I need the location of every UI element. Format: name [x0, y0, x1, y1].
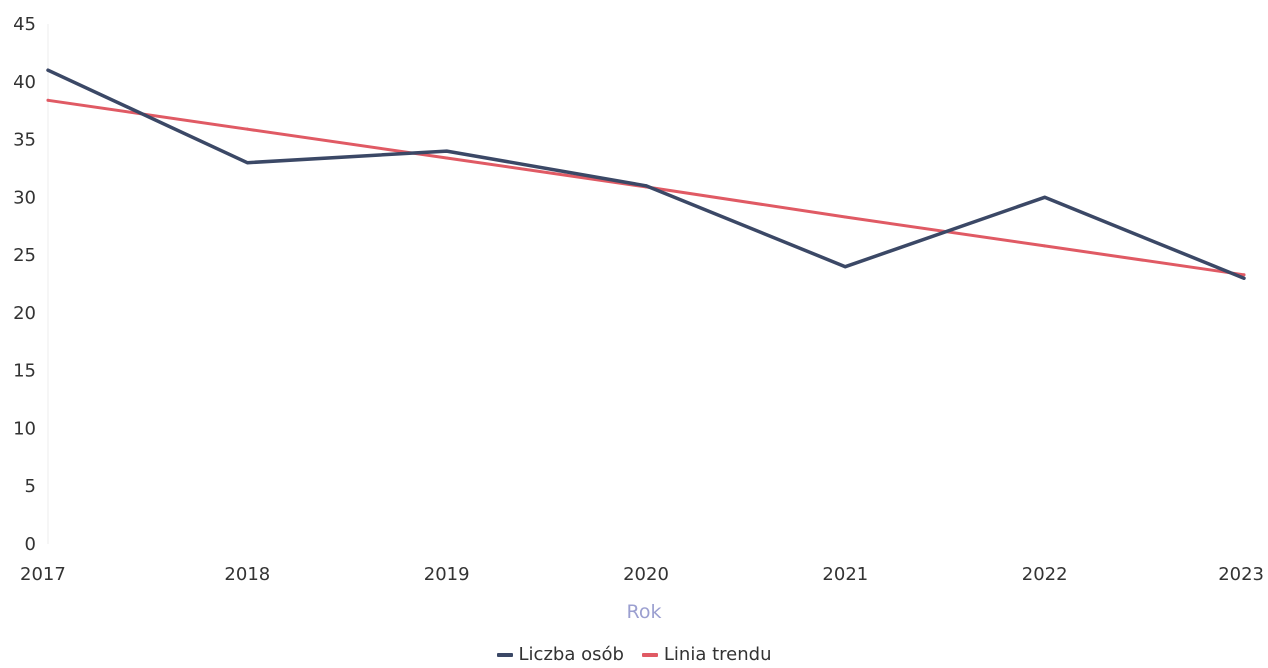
y-tick-label: 5: [25, 476, 36, 497]
data-point-linia-trendu: [245, 127, 249, 131]
legend-item[interactable]: Linia trendu: [641, 644, 772, 665]
x-tick-label: 2019: [424, 564, 470, 585]
series-layer: [46, 68, 1246, 280]
legend-label: Linia trendu: [663, 644, 772, 665]
y-tick-label: 15: [13, 361, 36, 382]
x-tick-label: 2021: [822, 564, 868, 585]
x-axis-title: Rok: [627, 601, 662, 623]
legend-item[interactable]: Liczba osób: [496, 644, 624, 665]
data-point-liczba-osob: [1242, 276, 1246, 280]
x-tick-label: 2023: [1218, 564, 1264, 585]
data-point-linia-trendu: [445, 156, 449, 160]
y-axis: 0 5 10 15 20 25 30 35 40 45: [13, 14, 49, 555]
legend-swatch-icon: [641, 652, 658, 657]
y-tick-label: 10: [13, 418, 36, 439]
data-point-liczba-osob: [46, 68, 50, 72]
x-tick-label: 2022: [1022, 564, 1068, 585]
data-point-liczba-osob: [843, 265, 847, 269]
y-tick-label: 30: [13, 187, 36, 208]
data-point-liczba-osob: [445, 149, 449, 153]
y-tick-label: 0: [25, 534, 36, 555]
data-point-linia-trendu: [1242, 273, 1246, 277]
y-tick-label: 25: [13, 245, 36, 266]
x-tick-label: 2020: [623, 564, 669, 585]
data-point-linia-trendu: [1043, 244, 1047, 248]
data-point-liczba-osob: [1043, 195, 1047, 199]
y-tick-label: 35: [13, 130, 36, 151]
y-tick-label: 45: [13, 14, 36, 35]
x-tick-label: 2017: [20, 564, 66, 585]
data-point-linia-trendu: [843, 215, 847, 219]
data-point-liczba-osob: [644, 184, 648, 188]
legend-label: Liczba osób: [518, 644, 624, 665]
y-tick-label: 20: [13, 303, 36, 324]
y-tick-label: 40: [13, 72, 36, 93]
x-tick-label: 2018: [224, 564, 270, 585]
x-axis: 2017 2018 2019 2020 2021 2022 2023: [20, 564, 1264, 585]
data-point-liczba-osob: [245, 161, 249, 165]
series-line-liczba-osob: [46, 68, 1246, 280]
data-point-linia-trendu: [46, 98, 50, 102]
legend: Liczba osób Linia trendu: [0, 644, 1268, 665]
legend-swatch-icon: [496, 652, 513, 657]
